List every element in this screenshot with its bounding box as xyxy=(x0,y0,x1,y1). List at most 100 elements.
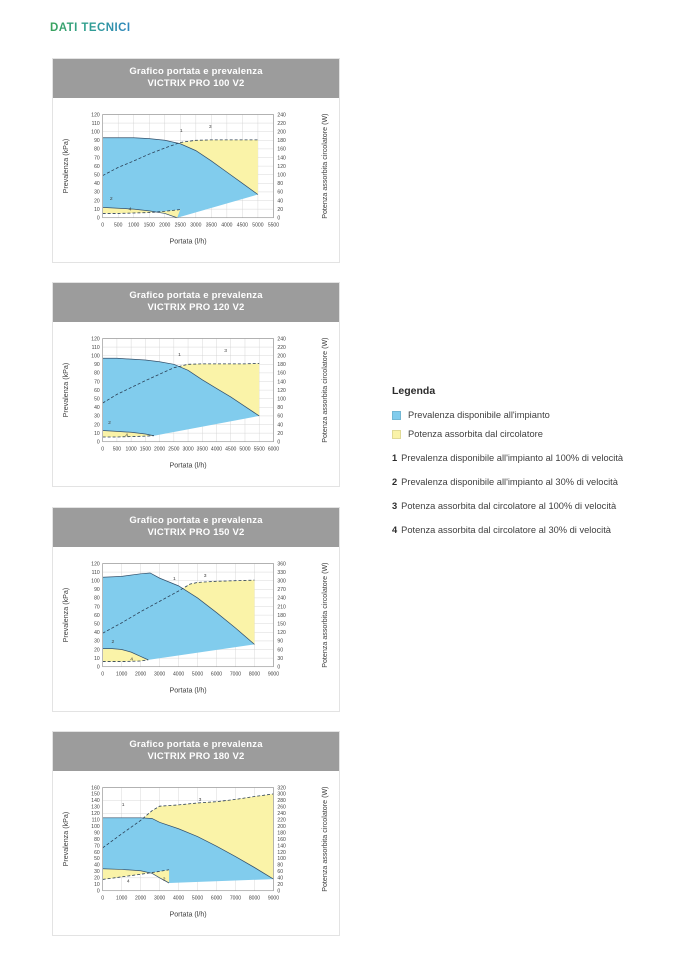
x-axis-tick: 0 xyxy=(101,223,104,229)
x-axis-tick: 5000 xyxy=(239,447,250,453)
y2-axis-tick: 180 xyxy=(277,830,286,836)
y-axis-tick: 100 xyxy=(91,129,100,135)
y2-axis-tick: 80 xyxy=(277,181,283,187)
chart-body: 1 2 3 4 0 10 20 30 40 50 60 70 80 90 100 110 120 0 30 60 90 1… xyxy=(53,547,339,711)
y-axis-tick: 30 xyxy=(94,639,100,645)
area-potenza-assorbita-30 xyxy=(102,648,149,662)
y2-axis-tick: 100 xyxy=(277,172,286,178)
y-axis-title: Prevalenza (kPa) xyxy=(62,588,70,643)
chart-header: Grafico portata e prevalenza VICTRIX PRO … xyxy=(53,508,339,547)
y-axis-tick: 70 xyxy=(94,843,100,849)
y2-axis-tick: 20 xyxy=(277,207,283,213)
x-axis-tick: 5500 xyxy=(254,447,265,453)
y-axis-tick: 20 xyxy=(94,422,100,428)
y-axis-tick: 70 xyxy=(94,379,100,385)
x-axis-tick: 1500 xyxy=(140,447,151,453)
area-prevalenza-disponibile xyxy=(102,817,274,883)
y-axis-tick: 150 xyxy=(91,792,100,798)
x-axis-tick: 3000 xyxy=(190,223,201,229)
plot-frame xyxy=(102,114,274,219)
plot-frame xyxy=(102,563,274,668)
curve-2 xyxy=(102,207,178,219)
x-axis-tick: 4000 xyxy=(173,896,184,902)
x-axis-tick: 6000 xyxy=(211,896,222,902)
x-axis-tick: 1000 xyxy=(126,447,137,453)
y-axis-tick: 60 xyxy=(94,164,100,170)
x-axis-title: Portata (l/h) xyxy=(169,238,206,246)
x-axis-tick: 0 xyxy=(101,447,104,453)
y2-axis-tick: 90 xyxy=(277,639,283,645)
y-axis-tick: 60 xyxy=(94,850,100,856)
y-axis-tick: 10 xyxy=(94,882,100,888)
curve-4 xyxy=(102,435,154,438)
x-axis-tick: 1000 xyxy=(116,672,127,678)
curve-4 xyxy=(102,869,170,880)
curve-2 xyxy=(102,430,154,437)
x-axis-tick: 5000 xyxy=(192,672,203,678)
y2-axis-tick: 360 xyxy=(277,561,286,567)
y2-axis-tick: 180 xyxy=(277,362,286,368)
y2-axis-tick: 300 xyxy=(277,578,286,584)
chart-subtitle: VICTRIX PRO 150 V2 xyxy=(147,527,245,538)
chart-title: Grafico portata e prevalenza xyxy=(129,515,263,526)
curve-label-2: 2 xyxy=(163,876,166,882)
y-axis-tick: 80 xyxy=(94,371,100,377)
y-axis-tick: 10 xyxy=(94,431,100,437)
x-axis-tick: 1000 xyxy=(128,223,139,229)
curve-label-2: 2 xyxy=(112,639,115,645)
y-axis-tick: 50 xyxy=(94,621,100,627)
legend-item-2: 2 Prevalenza disponibile all'impianto al … xyxy=(392,476,662,489)
y2-axis-tick: 30 xyxy=(277,656,283,662)
legend-item-text: Prevalenza disponibile all'impianto al 3… xyxy=(401,477,618,487)
y-axis-tick: 160 xyxy=(91,785,100,791)
x-axis-tick: 2500 xyxy=(168,447,179,453)
legend-swatch-label: Prevalenza disponibile all'impianto xyxy=(408,410,550,420)
y2-axis-tick: 260 xyxy=(277,805,286,811)
x-axis-tick: 1000 xyxy=(116,896,127,902)
x-axis-tick: 2000 xyxy=(154,447,165,453)
legend-heading: Legenda xyxy=(392,385,436,397)
chart-title: Grafico portata e prevalenza xyxy=(129,739,263,750)
x-axis-tick: 8000 xyxy=(249,672,260,678)
y-axis-tick: 10 xyxy=(94,656,100,662)
chart-header: Grafico portata e prevalenza VICTRIX PRO … xyxy=(53,59,339,98)
y2-axis-tick: 280 xyxy=(277,798,286,804)
legend-swatch-row-1: Prevalenza disponibile all'impianto xyxy=(392,409,662,421)
y2-axis-title: Potenza assorbita circolatore (W) xyxy=(321,786,329,891)
y-axis-title: Prevalenza (kPa) xyxy=(62,812,70,867)
y-axis-tick: 90 xyxy=(94,362,100,368)
y2-axis-tick: 20 xyxy=(277,431,283,437)
legend-item-number: 2 xyxy=(392,477,398,487)
x-axis-title: Portata (l/h) xyxy=(169,911,206,919)
y-axis-tick: 100 xyxy=(91,578,100,584)
x-axis-tick: 2000 xyxy=(159,223,170,229)
y-axis-tick: 80 xyxy=(94,596,100,602)
chart-header: Grafico portata e prevalenza VICTRIX PRO … xyxy=(53,283,339,322)
legend-item-text: Prevalenza disponibile all'impianto al 1… xyxy=(401,453,624,463)
y-axis-tick: 40 xyxy=(94,181,100,187)
curve-label-3: 3 xyxy=(224,348,227,354)
curve-label-1: 1 xyxy=(122,802,125,808)
x-axis-tick: 2000 xyxy=(135,672,146,678)
y2-axis-tick: 20 xyxy=(277,882,283,888)
legend-swatch-row-2: Potenza assorbita dal circolatore xyxy=(392,428,662,440)
y-axis-tick: 30 xyxy=(94,869,100,875)
y-axis-tick: 0 xyxy=(97,665,100,671)
area-prevalenza-disponibile xyxy=(102,137,258,218)
chart-plot: 1234010203040506070809010011012003060901… xyxy=(62,561,329,695)
curve-label-3: 3 xyxy=(209,124,212,130)
y-axis-tick: 110 xyxy=(92,345,100,351)
y-axis-tick: 40 xyxy=(94,405,100,411)
legend-item-text: Potenza assorbita dal circolatore al 100… xyxy=(401,501,617,511)
x-axis-title: Portata (l/h) xyxy=(169,687,206,695)
x-axis-tick: 3000 xyxy=(154,896,165,902)
chart-subtitle: VICTRIX PRO 180 V2 xyxy=(147,751,245,762)
y2-axis-tick: 0 xyxy=(277,665,280,671)
y-axis-tick: 50 xyxy=(94,396,100,402)
y-axis-tick: 40 xyxy=(94,863,100,869)
x-axis-title: Portata (l/h) xyxy=(169,462,206,470)
x-axis-tick: 4000 xyxy=(221,223,232,229)
x-axis-tick: 9000 xyxy=(268,896,279,902)
y2-axis-tick: 60 xyxy=(277,190,283,196)
x-axis-tick: 0 xyxy=(101,896,104,902)
